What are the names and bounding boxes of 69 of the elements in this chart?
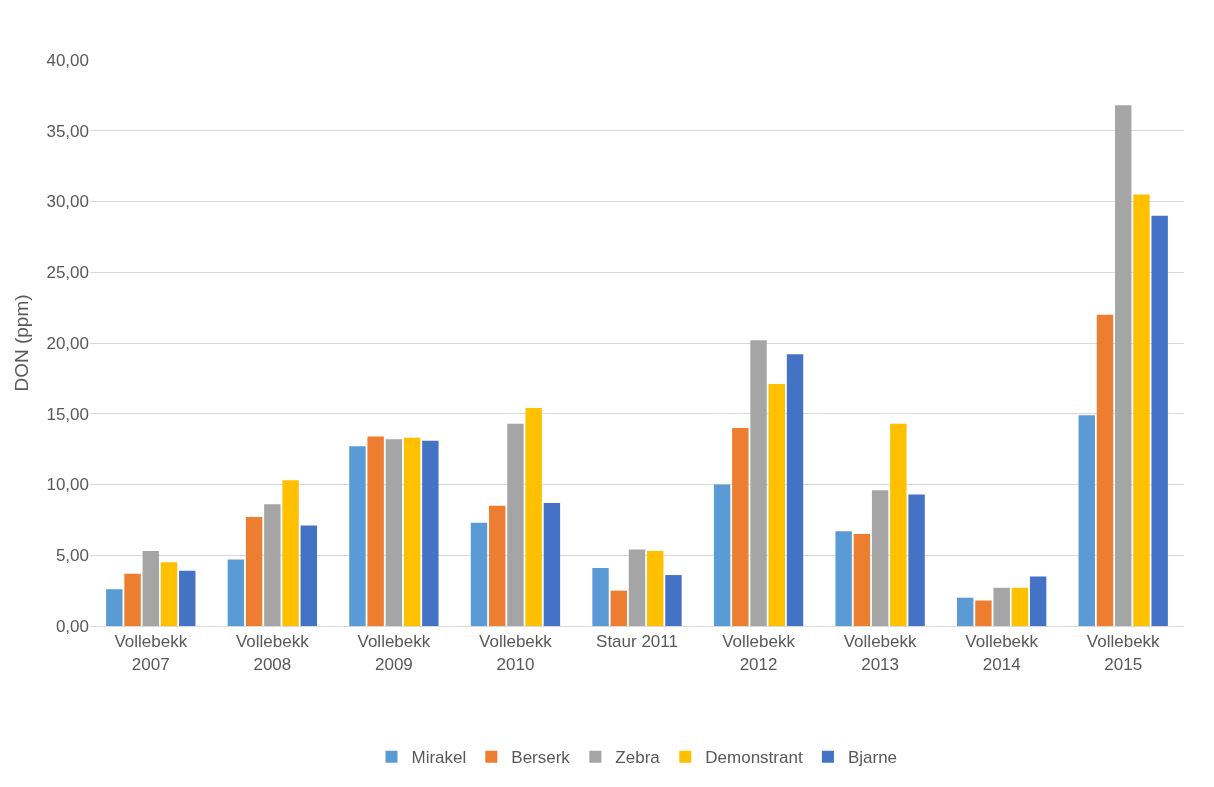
bar [245,517,263,626]
bar [993,587,1010,626]
y-tick-label: 5,00 [55,546,89,566]
bar [422,440,439,626]
y-tick-label: 25,00 [46,263,89,283]
bar [470,522,488,626]
legend-label: Berserk [511,748,571,768]
bar [525,408,542,626]
bar [543,502,561,626]
bar [124,573,141,626]
bar [227,559,245,626]
bar [786,354,804,626]
bar [507,423,524,626]
bar [628,549,646,626]
bar [732,427,749,626]
x-tick-label: Vollebekk 2008 [235,632,310,674]
y-tick-label: 35,00 [46,121,89,141]
bar [160,562,178,626]
bar [610,590,627,626]
x-tick-label: Vollebekk 2013 [843,632,917,674]
legend-label: Zebra [615,748,661,768]
x-tick-label: Vollebekk 2014 [965,632,1039,674]
bar [1078,415,1095,626]
bar [890,423,907,626]
bar [1096,314,1114,626]
bar [1151,215,1168,626]
legend-label: Demonstrant [705,748,803,768]
y-tick-label: 20,00 [46,333,89,353]
bar [647,551,664,626]
y-axis-title: DON (ppm) [11,294,33,392]
bar [1133,194,1150,626]
bar [300,525,318,626]
x-tick-label: Vollebekk 2009 [357,632,431,674]
bar [835,531,852,626]
bar [403,437,421,626]
bar [592,567,609,626]
bar [975,600,992,626]
bar [489,505,506,626]
x-tick-label: Vollebekk 2010 [479,632,553,674]
bar [367,436,384,626]
y-tick-label: 40,00 [46,50,89,70]
bar [750,340,767,626]
y-tick-label: 0,00 [55,616,89,636]
bar [142,551,159,626]
bar [106,589,123,626]
bar [957,597,974,626]
x-tick-label: Vollebekk 2012 [722,632,796,674]
legend-label: Bjarne [847,748,898,768]
bar [1011,587,1029,626]
bar [1115,105,1132,626]
bar [264,504,281,626]
bar [282,480,299,626]
bar [665,575,682,626]
bar [1029,576,1047,626]
y-tick-label: 30,00 [46,192,89,212]
bar [713,484,731,626]
y-tick-label: 10,00 [46,475,89,495]
bar [385,439,403,626]
bar [853,534,871,626]
bar [179,570,196,626]
legend-label: Mirakel [411,748,467,768]
bar [349,446,366,626]
x-tick-label: Vollebekk 2015 [1086,632,1161,674]
y-tick-label: 15,00 [46,404,89,424]
bar [768,384,785,626]
x-tick-label: Vollebekk 2007 [114,632,188,674]
x-tick-label: Staur 2011 [596,632,678,652]
bar [871,490,889,626]
bar [908,494,925,626]
